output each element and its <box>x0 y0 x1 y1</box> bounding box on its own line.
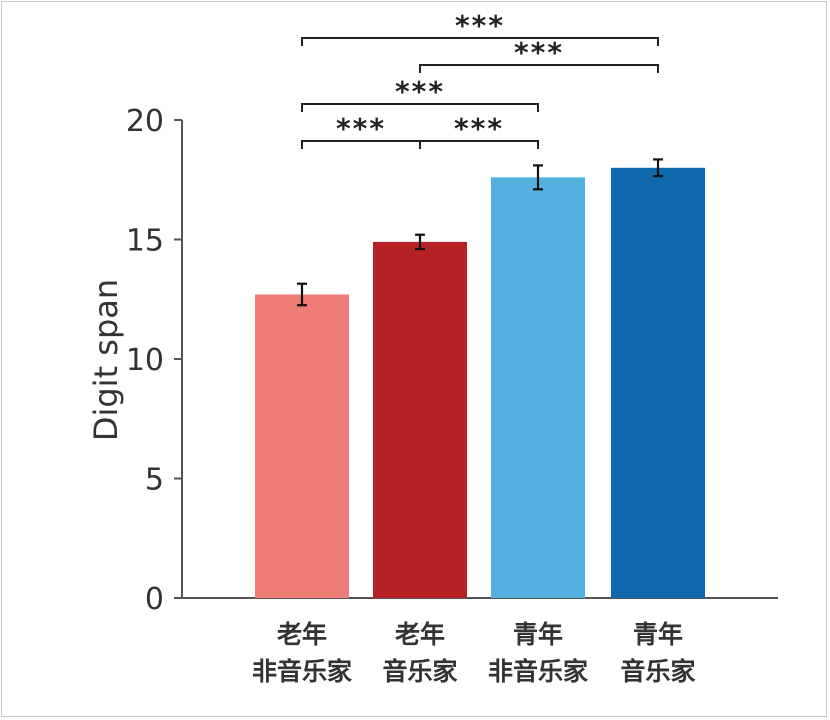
bar <box>491 177 585 599</box>
category-label-line2: 音乐家 <box>382 657 457 686</box>
category-label-line2: 非音乐家 <box>252 657 352 686</box>
bar <box>373 241 467 598</box>
category-label-line1: 老年 <box>395 620 445 649</box>
y-tick-label: 0 <box>145 582 164 617</box>
significance-label: *** <box>514 36 564 69</box>
significance-bracket <box>419 140 539 149</box>
bars <box>255 167 705 599</box>
significance-label: *** <box>336 112 386 145</box>
significance-bracket <box>419 64 659 73</box>
category-label-line1: 老年 <box>277 620 327 649</box>
y-tick-label: 10 <box>126 343 164 378</box>
category-label-line1: 青年 <box>633 620 683 649</box>
category-label-line2: 音乐家 <box>620 657 695 686</box>
significance-bracket <box>301 37 659 46</box>
y-tick-label: 5 <box>145 463 164 498</box>
y-tick-label: 15 <box>126 224 164 259</box>
error-bars <box>297 158 663 307</box>
y-ticks: 0 5 10 15 20 <box>126 104 182 617</box>
significance-label: *** <box>454 112 504 145</box>
significance-brackets: *** *** *** *** *** <box>301 9 659 149</box>
significance-label: *** <box>395 75 445 108</box>
y-axis-label: Digit span <box>87 279 125 441</box>
significance-label: *** <box>455 9 505 42</box>
bar <box>611 167 705 599</box>
category-label-line2: 非音乐家 <box>488 657 588 686</box>
significance-bracket <box>301 103 539 112</box>
bar <box>255 294 349 598</box>
category-label-line1: 青年 <box>513 620 563 649</box>
y-tick-label: 20 <box>126 104 164 139</box>
